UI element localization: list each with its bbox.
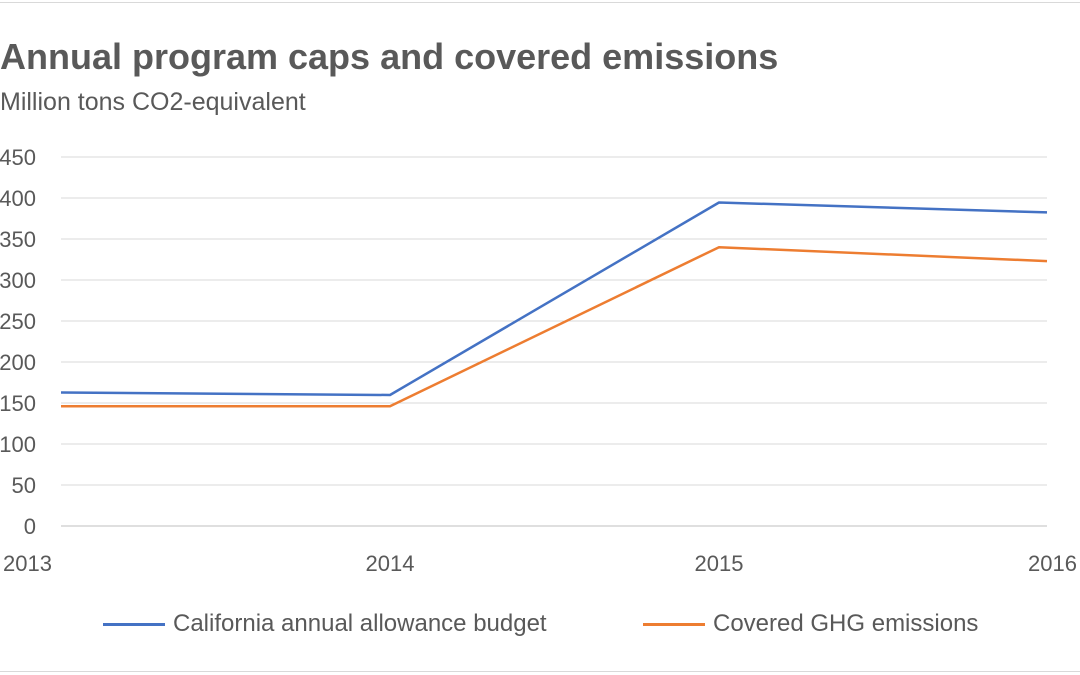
series-line-allowance-budget	[60, 201, 1048, 397]
y-tick-label: 450	[0, 145, 36, 170]
chart-title: Annual program caps and covered emission…	[0, 36, 779, 77]
legend-item-covered-emissions: Covered GHG emissions	[643, 610, 978, 638]
x-tick-label: 2014	[366, 551, 415, 576]
legend-label-covered-emissions: Covered GHG emissions	[713, 610, 979, 637]
y-tick-label: 400	[0, 186, 36, 211]
legend-item-allowance-budget: California annual allowance budget	[103, 610, 547, 638]
y-tick-label: 250	[0, 309, 36, 334]
y-tick-label: 50	[12, 473, 36, 498]
series-line-covered-emissions	[61, 245, 1048, 408]
chart-subtitle: Million tons CO2-equivalent	[0, 88, 306, 116]
y-tick-label: 200	[0, 350, 36, 375]
x-tick-label: 2016	[1028, 551, 1077, 576]
legend-swatch-allowance-budget	[103, 622, 165, 626]
series-lines	[60, 201, 1048, 408]
y-tick-labels: 0 50 100 150 200 250 300 350 400 450	[0, 145, 36, 539]
bottom-border	[0, 671, 1080, 672]
y-tick-label: 0	[24, 514, 36, 539]
y-tick-label: 100	[0, 432, 36, 457]
top-border	[0, 2, 1080, 3]
legend-swatch-covered-emissions	[643, 622, 705, 626]
x-tick-label: 2013	[3, 551, 52, 576]
y-tick-label: 300	[0, 268, 36, 293]
y-tick-label: 150	[0, 391, 36, 416]
legend-label-allowance-budget: California annual allowance budget	[173, 610, 547, 637]
x-tick-label: 2015	[695, 551, 744, 576]
y-tick-label: 350	[0, 227, 36, 252]
x-tick-labels: 2013 2014 2015 2016	[3, 551, 1077, 576]
gridlines	[61, 156, 1047, 527]
legend: California annual allowance budget Cover…	[0, 610, 1080, 644]
